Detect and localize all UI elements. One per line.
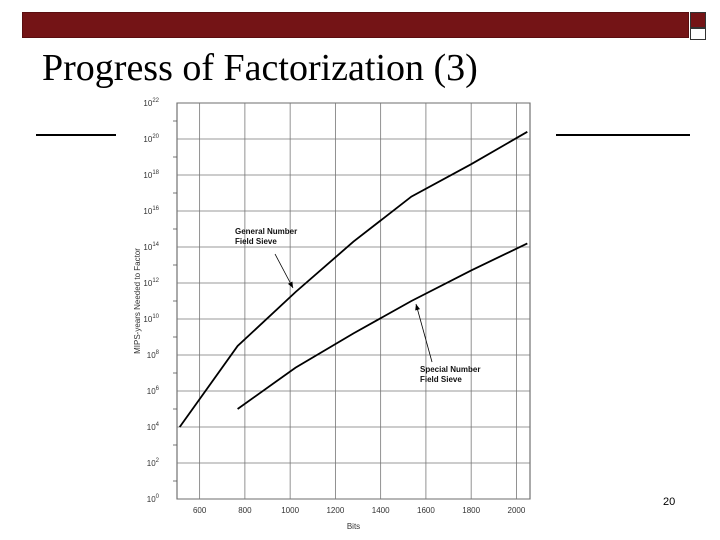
- y-tick-label: 1012: [143, 278, 159, 288]
- annotation-arrow-snfs: [415, 303, 433, 363]
- y-tick-label: 106: [147, 386, 160, 396]
- header-bar: [22, 12, 689, 38]
- annotation-arrowhead-snfs: [415, 304, 421, 311]
- slide-title: Progress of Factorization (3): [42, 47, 478, 89]
- x-axis-label: Bits: [347, 522, 360, 531]
- factorization-chart: 600 800 1000 1200 1400 1600 1800 2000 100 102 104 1…: [133, 98, 531, 531]
- plot-frame: [176, 102, 531, 500]
- x-tick-label: 1600: [417, 506, 435, 515]
- y-tick-label: 1022: [143, 98, 159, 108]
- title-rule-right: [556, 134, 690, 136]
- annotation-snfs-line: Field Sieve: [420, 375, 462, 384]
- annotation-arrow-gnfs: [274, 253, 294, 289]
- y-tick-label: 100: [147, 494, 160, 504]
- x-tick-label: 1800: [462, 506, 480, 515]
- title-rule-left: [36, 134, 116, 136]
- annotation-arrowhead-gnfs: [287, 281, 293, 288]
- y-tick-label: 1010: [143, 314, 159, 324]
- x-tick-label: 1000: [281, 506, 299, 515]
- x-tick-label: 1200: [326, 506, 344, 515]
- y-tick-label: 1018: [143, 170, 159, 180]
- x-tick-label: 600: [193, 506, 207, 515]
- header-corner-box-lower: [690, 28, 706, 40]
- x-tick-label: 1400: [372, 506, 390, 515]
- series-line-snfs: [237, 242, 528, 410]
- x-tick-label: 2000: [508, 506, 526, 515]
- annotation-gnfs-line: Field Sieve: [235, 237, 277, 246]
- series-line-gnfs: [178, 131, 528, 428]
- y-axis-label: MIPS-years Needed to Factor: [133, 248, 142, 354]
- y-tick-label: 1020: [143, 134, 159, 144]
- y-tick-label: 1014: [143, 242, 159, 252]
- header-corner-box: [690, 12, 706, 28]
- y-tick-label: 1016: [143, 206, 159, 216]
- y-tick-label: 104: [147, 422, 160, 432]
- slide-number: 20: [663, 496, 676, 508]
- y-tick-label: 108: [147, 350, 160, 360]
- y-tick-label: 102: [147, 458, 160, 468]
- annotation-snfs-line: Special Number: [420, 365, 480, 374]
- annotation-gnfs-line: General Number: [235, 227, 297, 236]
- x-tick-label: 800: [238, 506, 252, 515]
